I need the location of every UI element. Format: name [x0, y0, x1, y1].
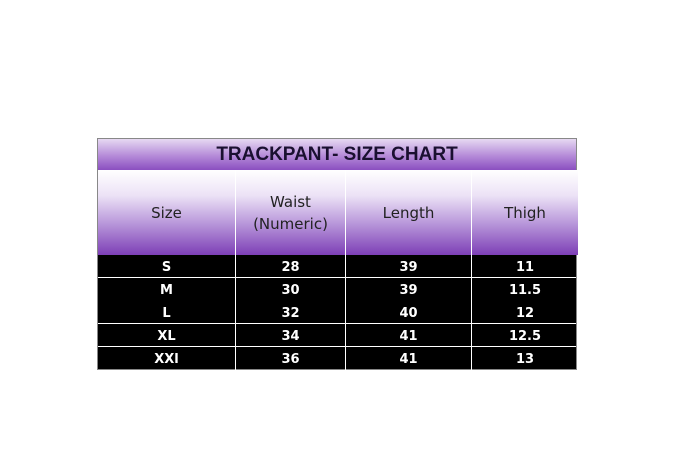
- cell-length: 39: [346, 278, 472, 301]
- cell-thigh: 12: [515, 306, 535, 321]
- row-divider: [98, 277, 576, 278]
- cell-size: M: [98, 278, 236, 301]
- cell-waist: 36: [236, 347, 346, 370]
- table-row: XL 34 41 12.5: [98, 324, 576, 347]
- cell-length: 40: [346, 301, 472, 324]
- size-chart-table: TRACKPANT- SIZE CHART Size Waist (Numeri…: [97, 138, 578, 370]
- cell-waist: 28: [236, 255, 346, 278]
- cell-size: XXl: [98, 347, 236, 370]
- table-row: L 32 40 12: [98, 301, 576, 324]
- cell-thigh: 11: [515, 260, 535, 275]
- header-thigh: Thigh: [472, 170, 578, 255]
- row-divider: [98, 323, 576, 324]
- header-waist: Waist (Numeric): [236, 170, 346, 255]
- cell-length: 41: [346, 324, 472, 347]
- cell-thigh: 13: [515, 352, 535, 367]
- table-row: M 30 39 11.5: [98, 278, 576, 301]
- cell-size: XL: [98, 324, 236, 347]
- cell-waist: 34: [236, 324, 346, 347]
- cell-size: L: [98, 301, 236, 324]
- cell-waist: 32: [236, 301, 346, 324]
- table-row: S 28 39 11: [98, 255, 576, 278]
- cell-length: 39: [346, 255, 472, 278]
- cell-waist: 30: [236, 278, 346, 301]
- header-length: Length: [346, 170, 472, 255]
- chart-title: TRACKPANT- SIZE CHART: [98, 139, 576, 171]
- row-divider: [98, 346, 576, 347]
- cell-thigh: 11.5: [508, 283, 542, 298]
- header-size: Size: [98, 170, 236, 255]
- cell-thigh: 12.5: [508, 329, 542, 344]
- cell-length: 41: [346, 347, 472, 370]
- cell-size: S: [98, 255, 236, 278]
- table-row: XXl 36 41 13: [98, 347, 576, 370]
